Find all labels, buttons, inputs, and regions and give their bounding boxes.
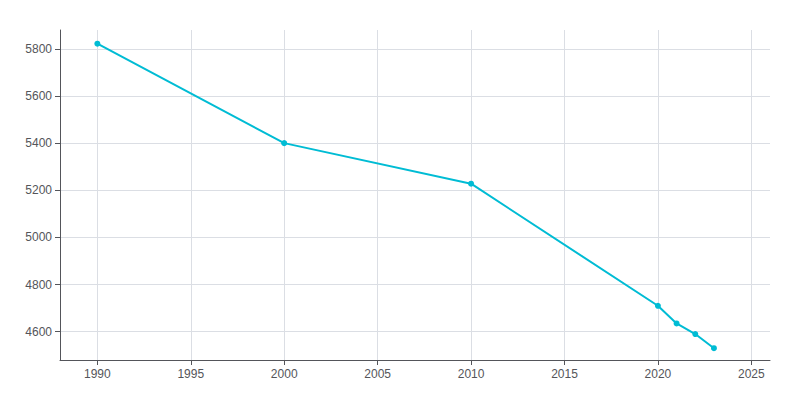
svg-text:5400: 5400 [25,136,52,150]
svg-text:4600: 4600 [25,325,52,339]
svg-text:2025: 2025 [738,367,765,381]
svg-text:5200: 5200 [25,183,52,197]
svg-text:1995: 1995 [177,367,204,381]
svg-text:2000: 2000 [271,367,298,381]
svg-text:5800: 5800 [25,42,52,56]
svg-text:2010: 2010 [458,367,485,381]
svg-text:5000: 5000 [25,230,52,244]
svg-text:4800: 4800 [25,278,52,292]
svg-text:2020: 2020 [645,367,672,381]
svg-text:2005: 2005 [364,367,391,381]
svg-text:2015: 2015 [551,367,578,381]
svg-text:5600: 5600 [25,89,52,103]
svg-text:1990: 1990 [84,367,111,381]
